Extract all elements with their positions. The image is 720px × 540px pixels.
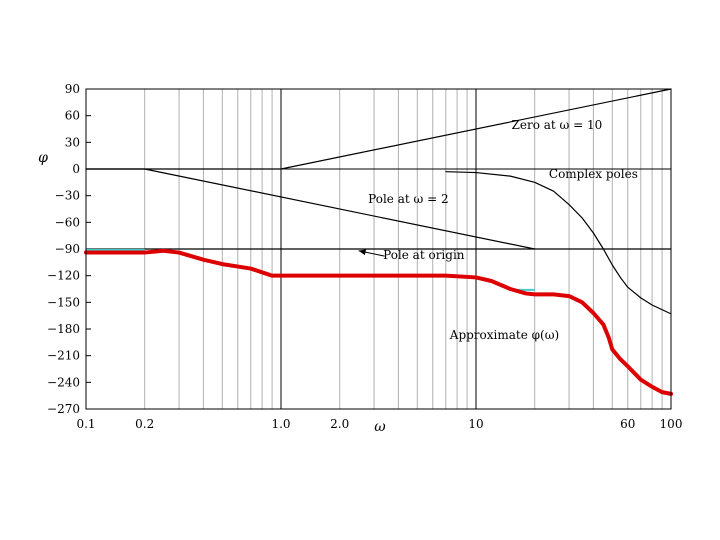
series-line-zero-at-10 (85, 88, 672, 170)
x-tick-label: 100 (660, 417, 683, 431)
plot-frame (85, 88, 672, 410)
y-tick-label: −120 (47, 269, 80, 283)
x-tick-label: 1.0 (271, 417, 290, 431)
series-line-complex-poles (445, 171, 672, 315)
y-tick-label: 90 (65, 82, 80, 96)
y-tick-label: −150 (47, 295, 80, 309)
y-tick-label: 60 (65, 109, 80, 123)
x-axis-label: ω (374, 419, 386, 435)
y-tick-label: −180 (47, 322, 80, 336)
y-tick-label: −90 (55, 242, 80, 256)
x-tick-label: 0.2 (135, 417, 154, 431)
pole-origin-arrow-head (358, 249, 367, 256)
x-tick-label: 60 (620, 417, 635, 431)
y-tick-label: −270 (47, 402, 80, 416)
annotation-layer: Zero at ω = 10 Complex poles Pole at ω = 2… (358, 118, 638, 342)
annotation-complex-poles: Complex poles (549, 167, 638, 181)
y-tick-label: −60 (55, 215, 80, 229)
series-line-pole-at-2 (85, 168, 536, 250)
y-tick-label: −210 (47, 349, 80, 363)
series-line-approximate (84, 248, 673, 396)
y-tick-label: −240 (47, 375, 80, 389)
y-axis-label: φ (38, 150, 48, 166)
annotation-pole-at-origin: Pole at origin (383, 248, 465, 262)
y-tick-label: −30 (55, 189, 80, 203)
y-tick-label: 0 (72, 162, 80, 176)
x-tick-label: 2.0 (330, 417, 349, 431)
x-tick-label: 0.1 (76, 417, 95, 431)
y-tick-label: 30 (65, 135, 80, 149)
series-layer (84, 88, 673, 396)
annotation-pole-at-2: Pole at ω = 2 (368, 192, 448, 206)
annotation-approximate: Approximate φ(ω) (449, 328, 559, 342)
tick-labels: 90 60 30 0 −30 −60 −90 −120 −150 −180 −210 −240 −270… (47, 82, 682, 431)
x-tick-label: 10 (468, 417, 483, 431)
annotation-zero-at-10: Zero at ω = 10 (512, 118, 603, 132)
